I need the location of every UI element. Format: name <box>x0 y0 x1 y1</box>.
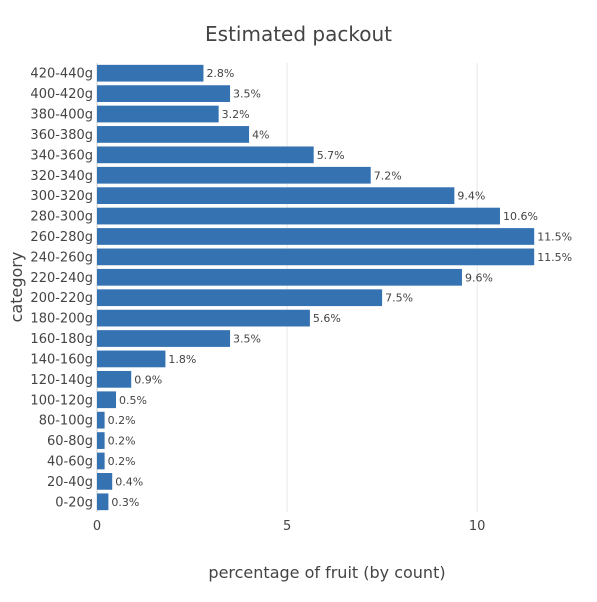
bar-420-440g <box>97 64 204 82</box>
y-tick-label-360-380g: 360-380g <box>30 128 93 143</box>
y-tick-label-300-320g: 300-320g <box>30 189 93 204</box>
x-tick-label-0: 0 <box>93 519 101 534</box>
data-label-180-200g: 5.6% <box>313 312 341 325</box>
data-label-220-240g: 9.6% <box>465 271 493 284</box>
y-tick-label-160-180g: 160-180g <box>30 332 93 347</box>
data-label-420-440g: 2.8% <box>206 67 234 80</box>
y-tick-label-340-360g: 340-360g <box>30 148 93 163</box>
y-tick-label-400-420g: 400-420g <box>30 87 93 102</box>
data-label-80-100g: 0.2% <box>108 414 136 427</box>
y-tick-label-80-100g: 80-100g <box>39 414 93 429</box>
y-tick-label-0-20g: 0-20g <box>55 495 93 510</box>
data-label-0-20g: 0.3% <box>111 496 139 509</box>
data-label-300-320g: 9.4% <box>457 190 485 203</box>
bar-280-300g <box>97 207 500 225</box>
y-tick-label-420-440g: 420-440g <box>30 67 93 82</box>
bar-380-400g <box>97 105 219 123</box>
x-axis-title: percentage of fruit (by count) <box>208 563 445 582</box>
bar-340-360g <box>97 146 314 164</box>
y-tick-label-260-280g: 260-280g <box>30 230 93 245</box>
data-label-40-60g: 0.2% <box>108 455 136 468</box>
data-label-160-180g: 3.5% <box>233 333 261 346</box>
y-tick-label-140-160g: 140-160g <box>30 352 93 367</box>
bar-220-240g <box>97 268 462 286</box>
data-label-400-420g: 3.5% <box>233 88 261 101</box>
bar-240-260g <box>97 248 535 266</box>
chart-title: Estimated packout <box>205 22 392 46</box>
data-label-260-280g: 11.5% <box>537 230 572 243</box>
x-tick-label-2: 10 <box>469 519 486 534</box>
bar-200-220g <box>97 289 383 307</box>
bar-layer <box>97 64 535 511</box>
bar-60-80g <box>97 432 105 449</box>
data-label-140-160g: 1.8% <box>168 353 196 366</box>
y-tick-label-240-260g: 240-260g <box>30 250 93 265</box>
y-tick-label-100-120g: 100-120g <box>30 393 93 408</box>
bar-80-100g <box>97 411 105 429</box>
data-label-340-360g: 5.7% <box>317 149 345 162</box>
y-tick-label-280-300g: 280-300g <box>30 210 93 225</box>
bar-140-160g <box>97 350 166 368</box>
y-tick-label-40-60g: 40-60g <box>47 454 93 469</box>
y-tick-label-120-140g: 120-140g <box>30 373 93 388</box>
y-tick-label-180-200g: 180-200g <box>30 312 93 327</box>
data-label-100-120g: 0.5% <box>119 394 147 407</box>
y-tick-label-320-340g: 320-340g <box>30 169 93 184</box>
bar-160-180g <box>97 330 231 347</box>
data-label-240-260g: 11.5% <box>537 251 572 264</box>
bar-0-20g <box>97 493 109 511</box>
y-tick-label-380-400g: 380-400g <box>30 108 93 123</box>
data-label-380-400g: 3.2% <box>222 108 250 121</box>
bar-260-280g <box>97 228 535 245</box>
bar-180-200g <box>97 309 310 327</box>
y-axis-title: category <box>7 252 26 323</box>
y-tick-label-200-220g: 200-220g <box>30 291 93 306</box>
bar-320-340g <box>97 166 371 184</box>
bar-120-140g <box>97 370 132 388</box>
data-label-200-220g: 7.5% <box>385 292 413 305</box>
bar-40-60g <box>97 452 105 470</box>
data-label-60-80g: 0.2% <box>108 435 136 448</box>
data-label-120-140g: 0.9% <box>134 373 162 386</box>
bar-100-120g <box>97 391 117 409</box>
bar-20-40g <box>97 473 113 490</box>
data-label-280-300g: 10.6% <box>503 210 538 223</box>
y-tick-label-60-80g: 60-80g <box>47 434 93 449</box>
y-tick-label-20-40g: 20-40g <box>47 475 93 490</box>
data-label-360-380g: 4% <box>252 128 269 141</box>
data-label-320-340g: 7.2% <box>374 169 402 182</box>
label-layer: 0 5 10 0-20g 0.3% 20-40g 0.4% 40-60g 0.2% 60-80g 0… <box>30 67 572 534</box>
bar-300-320g <box>97 187 455 205</box>
bar-400-420g <box>97 85 231 102</box>
bar-360-380g <box>97 126 250 143</box>
x-tick-label-1: 5 <box>283 519 291 534</box>
data-label-20-40g: 0.4% <box>115 475 143 488</box>
y-tick-label-220-240g: 220-240g <box>30 271 93 286</box>
